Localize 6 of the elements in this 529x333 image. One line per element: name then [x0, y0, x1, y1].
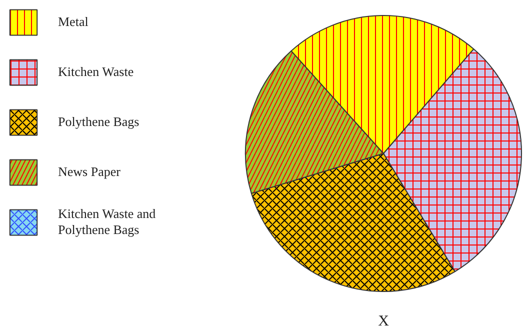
legend-label: Kitchen Waste and Polythene Bags: [58, 206, 156, 238]
legend-label: Polythene Bags: [58, 113, 140, 131]
legend-label: Metal: [58, 13, 88, 31]
legend-label: Kitchen Waste: [58, 63, 134, 81]
text: X: [378, 314, 390, 330]
legend-label: News Paper: [58, 163, 120, 181]
